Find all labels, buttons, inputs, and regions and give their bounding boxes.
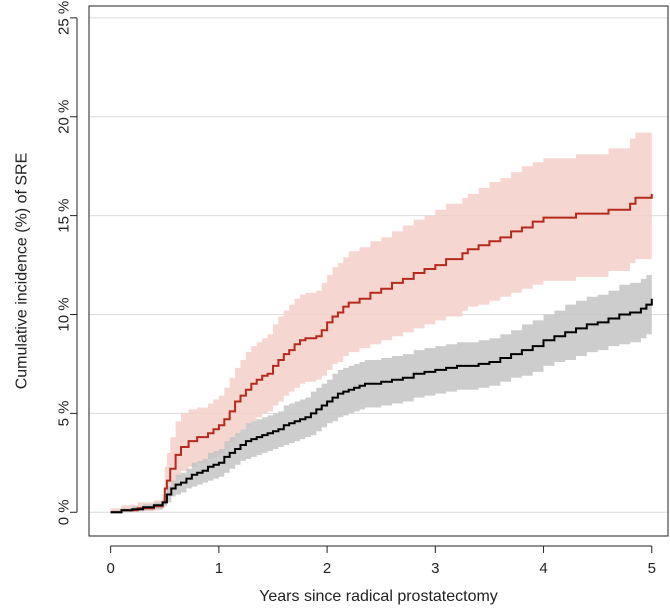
series-line-0 [110,193,653,514]
y-tick-label-0: 0 % [56,499,73,525]
series-line-1 [110,298,653,514]
y-axis: 0 % 5 % 10 % 15 % 20 % 25 % [56,1,78,525]
confidence-bands [110,130,652,513]
x-tick-label-2: 2 [323,560,331,577]
x-tick-label-1: 1 [215,560,223,577]
y-tick-label-1: 5 % [56,400,73,426]
plot-frame [88,5,669,537]
x-tick-label-5: 5 [648,560,656,577]
x-axis-title: Years since radical prostatectomy [259,588,498,605]
series-lines [110,193,653,514]
y-tick-label-2: 10 % [56,297,73,331]
x-tick-label-0: 0 [106,560,114,577]
y-tick-label-4: 20 % [56,100,73,134]
y-axis-title: Cumulative incidence (%) of SRE [14,153,31,390]
x-axis: 0 1 2 3 4 5 [106,545,656,577]
confidence-band-series-0 [110,130,652,513]
x-tick-label-3: 3 [431,560,439,577]
x-tick-label-4: 4 [539,560,547,577]
y-tick-label-3: 15 % [56,199,73,233]
y-tick-label-5: 25 % [56,1,73,35]
confidence-band-series-1 [110,269,652,513]
